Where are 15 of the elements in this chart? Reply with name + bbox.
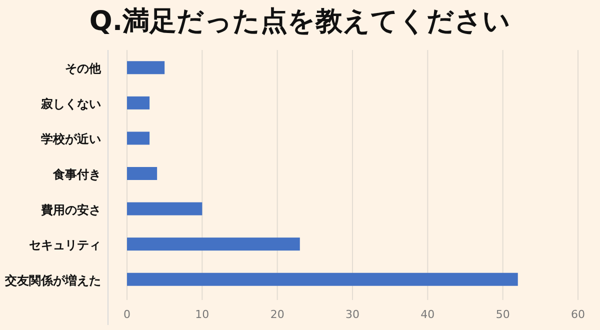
category-label: 食事付き <box>53 168 101 182</box>
category-label: 費用の安さ <box>41 202 101 217</box>
tick-label: 40 <box>420 308 435 321</box>
category-label: 学校が近い <box>41 132 101 146</box>
tick-label: 20 <box>270 308 284 321</box>
tick-label: 50 <box>496 308 510 321</box>
tick-label: 60 <box>571 308 585 321</box>
tick-label: 10 <box>195 308 210 321</box>
category-label: 寂しくない <box>41 96 101 111</box>
tick-label: 0 <box>124 308 130 321</box>
title: Q.満足だった点を教えてください <box>89 6 511 37</box>
tick-label: 30 <box>346 308 360 321</box>
category-label: セキュリティ <box>29 238 101 252</box>
category-label: 交友関係が増えた <box>5 273 101 288</box>
category-label: その他 <box>65 62 101 76</box>
